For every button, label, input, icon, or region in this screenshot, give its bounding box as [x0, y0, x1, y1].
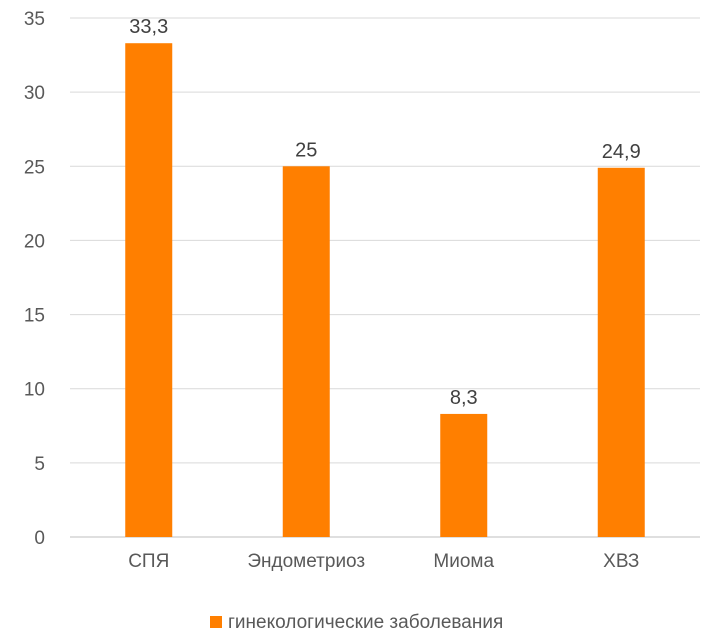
legend: гинекологические заболевания — [210, 612, 503, 633]
y-tick-label: 0 — [34, 528, 45, 549]
y-tick-label: 10 — [24, 380, 45, 401]
grid-layer — [70, 17, 700, 538]
x-tick-label: Миома — [433, 551, 494, 572]
data-label: 8,3 — [450, 387, 478, 409]
y-tick-label: 5 — [34, 454, 45, 475]
bar-layer — [125, 43, 645, 538]
bar — [440, 413, 488, 537]
data-label: 25 — [295, 139, 317, 161]
x-tick-label: Эндометриоз — [247, 551, 365, 572]
legend-label: гинекологические заболевания — [228, 612, 503, 633]
y-tick-label: 25 — [24, 157, 45, 178]
y-tick-label: 20 — [24, 231, 45, 252]
legend-swatch — [210, 616, 222, 628]
label-layer: 0 5 10 15 20 25 30 35 33,3 СПЯ 25 Эндометриоз 8,3 Мио… — [24, 9, 641, 572]
y-tick-label: 35 — [24, 9, 45, 30]
y-tick-label: 15 — [24, 306, 45, 327]
bar — [282, 166, 330, 538]
y-tick-label: 30 — [24, 83, 45, 104]
bar — [597, 167, 645, 538]
bar — [125, 43, 173, 538]
x-tick-label: СПЯ — [128, 551, 169, 572]
data-label: 24,9 — [602, 141, 641, 163]
x-tick-label: ХВЗ — [603, 551, 639, 572]
data-label: 33,3 — [129, 16, 168, 38]
